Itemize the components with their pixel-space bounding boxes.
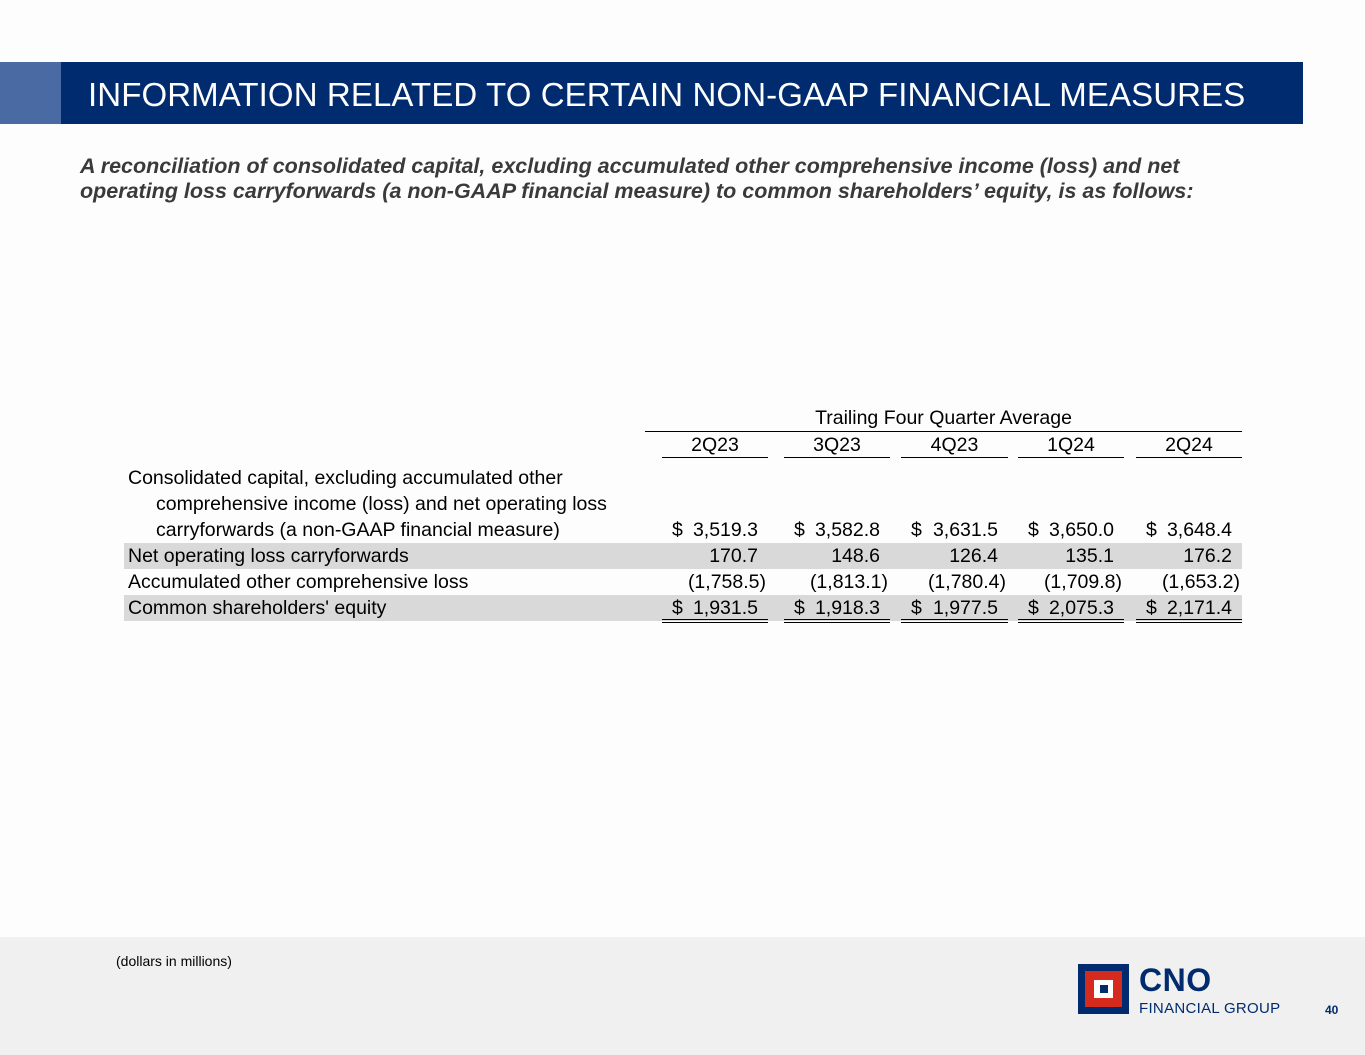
logo-wordmark: CNO — [1139, 962, 1212, 998]
title-banner: INFORMATION RELATED TO CERTAIN NON-GAAP … — [61, 62, 1303, 124]
table-cell: 176.2 — [1183, 545, 1232, 567]
table-row-aoci: Accumulated other comprehensive loss (1,… — [124, 569, 1242, 596]
table-row-shareholders-equity: Common shareholders' equity $1,931.5 $1,… — [124, 595, 1242, 623]
subtitle-line-1: A reconciliation of consolidated capital… — [80, 154, 1180, 178]
row-label: Accumulated other comprehensive loss — [128, 571, 469, 593]
table-cell: (1,780.4) — [901, 569, 1008, 596]
row-label-line: comprehensive income (loss) and net oper… — [156, 493, 607, 515]
table-cell: (1,653.2) — [1136, 569, 1242, 596]
table-cell: $1,977.5 — [901, 595, 1008, 623]
table-row-nol-carryforwards: Net operating loss carryforwards 170.7 1… — [124, 543, 1242, 569]
row-label: Net operating loss carryforwards — [128, 545, 409, 567]
slide-subtitle: A reconciliation of consolidated capital… — [80, 154, 1280, 204]
title-banner-accent — [0, 62, 61, 124]
table-cell: $3,650.0 — [1028, 519, 1114, 541]
page-number: 40 — [1325, 1003, 1339, 1017]
table-cell: $1,918.3 — [784, 595, 890, 623]
column-header-3q23: 3Q23 — [784, 433, 890, 458]
table-cell: 126.4 — [949, 545, 998, 567]
table-cell: $1,931.5 — [662, 595, 768, 623]
table-cell: (1,813.1) — [784, 569, 890, 596]
table-cell: $3,519.3 — [672, 519, 758, 541]
table-cell: (1,758.5) — [662, 569, 768, 596]
page-title: INFORMATION RELATED TO CERTAIN NON-GAAP … — [88, 76, 1246, 113]
footer: (dollars in millions) CNO FINANCIAL GROU… — [0, 937, 1365, 1055]
group-header: Trailing Four Quarter Average — [645, 405, 1242, 432]
table-cell: 148.6 — [831, 545, 880, 567]
table-cell: $3,631.5 — [911, 519, 998, 541]
table-cell: $3,582.8 — [794, 519, 880, 541]
table-cell: $2,171.4 — [1136, 595, 1242, 623]
table-cell: $2,075.3 — [1018, 595, 1124, 623]
table-cell: 170.7 — [709, 545, 758, 567]
row-label-line: Consolidated capital, excluding accumula… — [128, 467, 563, 489]
subtitle-line-2: operating loss carryforwards (a non-GAAP… — [80, 179, 1194, 203]
footnote: (dollars in millions) — [116, 953, 232, 969]
table-row-consolidated-capital: Consolidated capital, excluding accumula… — [124, 465, 1242, 543]
table-cell: (1,709.8) — [1018, 569, 1124, 596]
table-cell: 135.1 — [1065, 545, 1114, 567]
row-label: Common shareholders' equity — [128, 597, 387, 619]
column-header-2q23: 2Q23 — [662, 433, 768, 458]
column-header-2q24: 2Q24 — [1136, 433, 1242, 458]
column-header-1q24: 1Q24 — [1018, 433, 1124, 458]
column-header-4q23: 4Q23 — [901, 433, 1008, 458]
cno-logo-icon — [1078, 964, 1129, 1014]
row-label-line: carryforwards (a non-GAAP financial meas… — [156, 519, 560, 541]
logo-subtitle: FINANCIAL GROUP — [1139, 1000, 1281, 1017]
table-cell: $3,648.4 — [1146, 519, 1232, 541]
